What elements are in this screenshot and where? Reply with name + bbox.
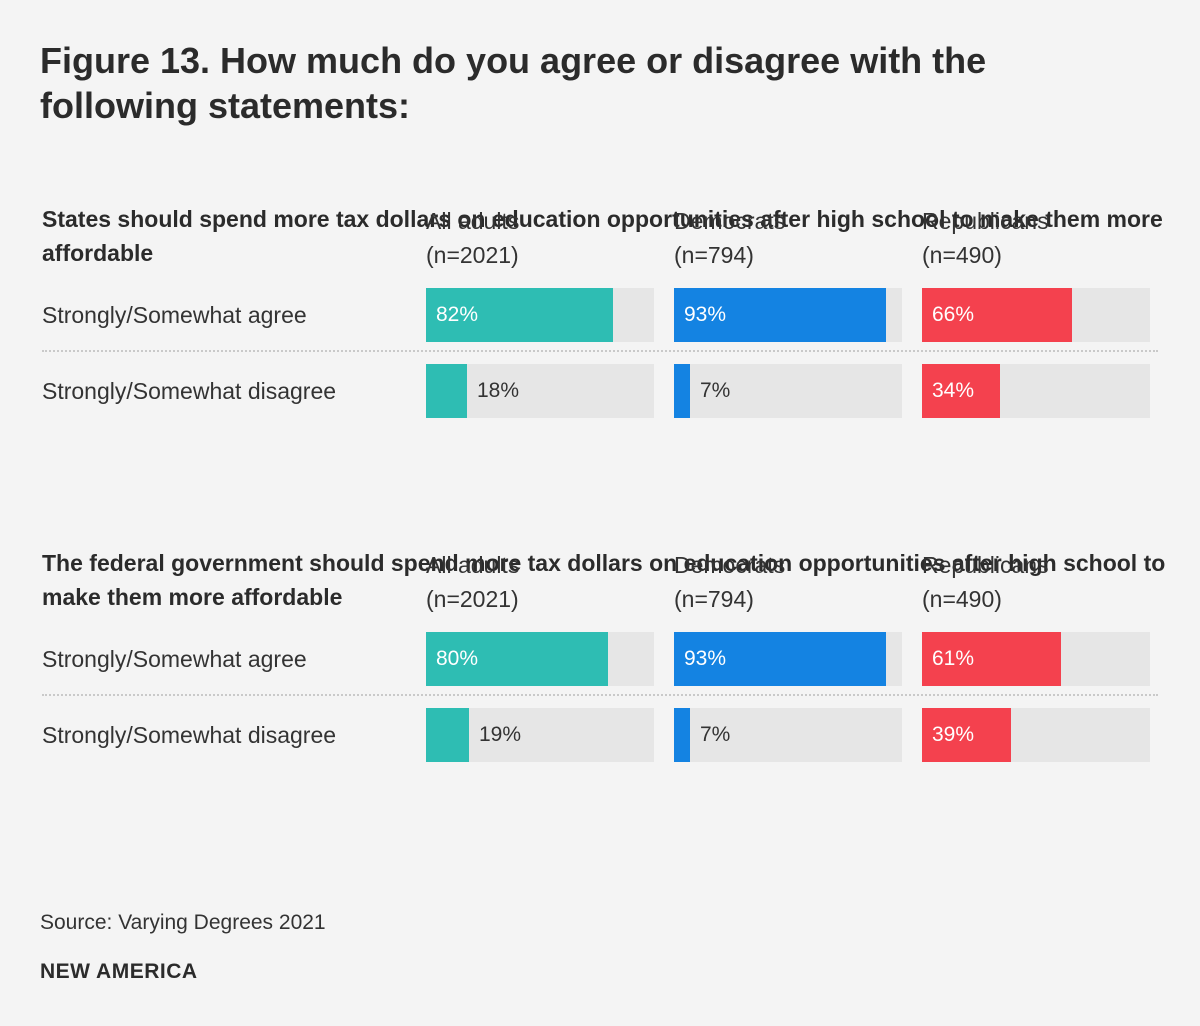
bar [426, 288, 613, 342]
bar-track: 82% [426, 288, 654, 342]
column-sample-size: (n=490) [922, 242, 1002, 268]
chart-panel-2: The federal government should spend more… [0, 546, 1200, 876]
bar [674, 364, 690, 418]
bar-track: 7% [674, 364, 902, 418]
row-label: Strongly/Somewhat agree [42, 646, 307, 672]
data-label: 61% [932, 647, 975, 670]
source-note: Source: Varying Degrees 2021 [40, 911, 326, 934]
bar-track: 93% [674, 288, 902, 342]
column-sample-size: (n=2021) [426, 242, 519, 268]
bar [674, 708, 690, 762]
chart-panel-1: States should spend more tax dollars on … [0, 202, 1200, 532]
row-divider [42, 694, 1158, 696]
bar [426, 364, 467, 418]
data-label: 18% [477, 379, 520, 402]
bar-track: 19% [426, 708, 654, 762]
column-header-republicans: Republicans (n=490) [922, 548, 1152, 616]
row-label: Strongly/Somewhat disagree [42, 722, 337, 748]
bar [674, 288, 886, 342]
row-divider [42, 350, 1158, 352]
bar-track: 61% [922, 632, 1150, 686]
brand-logo: NEW AMERICA [40, 960, 198, 983]
bar [426, 708, 469, 762]
column-header-all-adults: All adults (n=2021) [426, 204, 656, 272]
column-header-republicans: Republicans (n=490) [922, 204, 1152, 272]
bar-track: 7% [674, 708, 902, 762]
column-name: Republicans [922, 208, 1049, 234]
bar [426, 632, 608, 686]
column-sample-size: (n=794) [674, 242, 754, 268]
bar-track: 80% [426, 632, 654, 686]
column-header-democrats: Democrats (n=794) [674, 548, 904, 616]
data-label: 80% [436, 647, 479, 670]
row-label: Strongly/Somewhat disagree [42, 378, 337, 404]
bar [922, 708, 1011, 762]
row-label: Strongly/Somewhat agree [42, 302, 307, 328]
column-name: Democrats [674, 552, 786, 578]
column-name: Republicans [922, 552, 1049, 578]
column-name: All adults [426, 208, 520, 234]
data-label: 19% [479, 723, 522, 746]
data-label: 34% [932, 379, 975, 402]
chart-title: Figure 13. How much do you agree or disa… [40, 40, 987, 126]
bar-track: 66% [922, 288, 1150, 342]
bar [922, 364, 1000, 418]
data-label: 39% [932, 723, 975, 746]
column-header-democrats: Democrats (n=794) [674, 204, 904, 272]
data-label: 93% [684, 303, 727, 326]
bar-track: 39% [922, 708, 1150, 762]
panel-title: The federal government should spend more… [42, 550, 1166, 610]
bar [674, 632, 886, 686]
data-label: 66% [932, 303, 975, 326]
panel-title: States should spend more tax dollars on … [42, 206, 1163, 266]
data-label: 7% [700, 723, 731, 746]
column-name: Democrats [674, 208, 786, 234]
data-label: 7% [700, 379, 731, 402]
bar [922, 632, 1061, 686]
column-name: All adults [426, 552, 520, 578]
bar-track: 93% [674, 632, 902, 686]
bar [922, 288, 1072, 342]
column-sample-size: (n=2021) [426, 586, 519, 612]
bar-track: 34% [922, 364, 1150, 418]
column-header-all-adults: All adults (n=2021) [426, 548, 656, 616]
bar-track: 18% [426, 364, 654, 418]
column-sample-size: (n=794) [674, 586, 754, 612]
column-sample-size: (n=490) [922, 586, 1002, 612]
data-label: 93% [684, 647, 727, 670]
data-label: 82% [436, 303, 479, 326]
